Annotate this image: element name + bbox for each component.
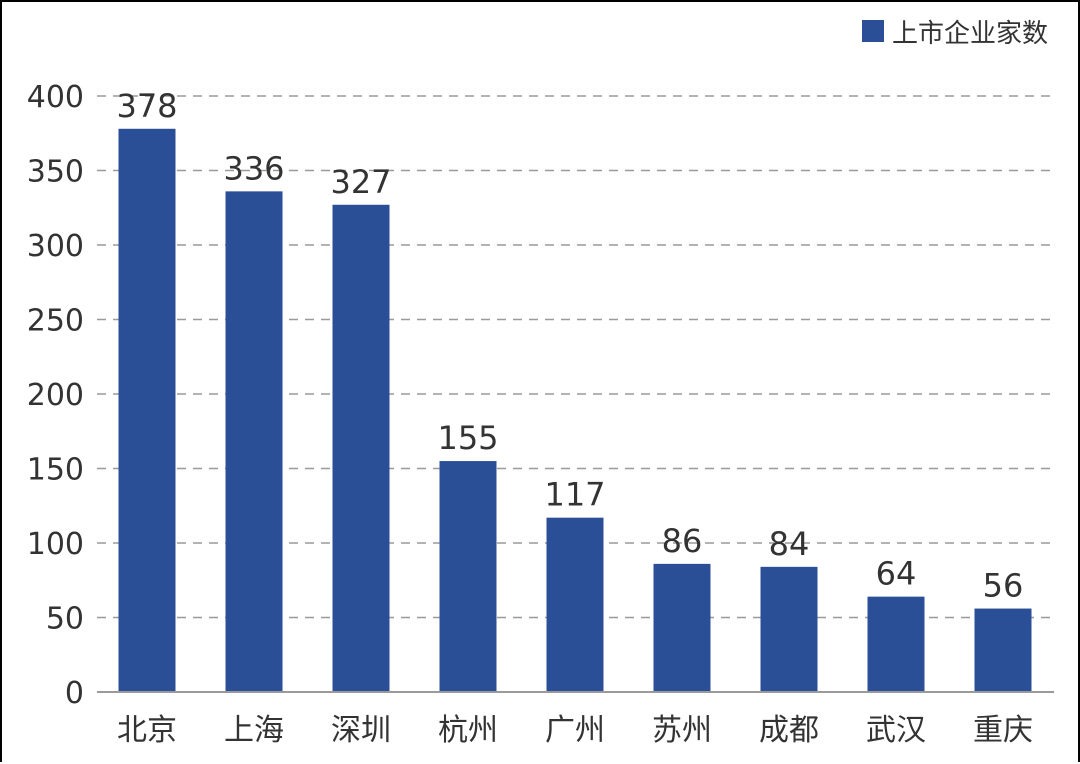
legend: 上市企业家数 xyxy=(862,19,1048,49)
x-category-label: 重庆 xyxy=(973,713,1033,748)
y-tick-label: 100 xyxy=(27,527,84,562)
data-label: 56 xyxy=(983,567,1024,605)
y-tick-label: 50 xyxy=(46,602,84,637)
bar xyxy=(332,204,390,692)
y-tick-label: 250 xyxy=(27,304,84,339)
data-label: 378 xyxy=(116,87,177,125)
data-label: 155 xyxy=(437,419,498,457)
x-category-label: 深圳 xyxy=(331,713,391,748)
data-label: 64 xyxy=(876,555,917,593)
y-tick-label: 400 xyxy=(27,80,84,115)
bar xyxy=(439,461,497,692)
bar xyxy=(118,128,176,692)
x-category-label: 武汉 xyxy=(866,713,926,748)
x-category-label: 杭州 xyxy=(438,713,498,748)
bar xyxy=(225,191,283,693)
x-category-label: 广州 xyxy=(545,713,605,748)
data-labels: 378 336 327 155 117 86 84 64 56 xyxy=(116,87,1023,605)
bar xyxy=(546,517,604,692)
y-tick-label: 350 xyxy=(27,155,84,190)
x-category-label: 成都 xyxy=(759,713,819,748)
y-axis: 0 50 100 150 200 250 300 350 400 xyxy=(27,80,84,711)
bar xyxy=(760,566,818,692)
y-tick-label: 0 xyxy=(65,676,84,711)
y-tick-label: 200 xyxy=(27,378,84,413)
data-label: 84 xyxy=(769,525,810,563)
bar xyxy=(867,596,925,692)
legend-label: 上市企业家数 xyxy=(892,19,1048,49)
bar xyxy=(974,608,1032,692)
legend-swatch xyxy=(862,20,884,42)
bar xyxy=(653,563,711,692)
data-label: 86 xyxy=(662,522,703,560)
data-label: 327 xyxy=(330,163,391,201)
y-tick-label: 150 xyxy=(27,453,84,488)
x-category-label: 苏州 xyxy=(652,713,712,748)
x-category-label: 北京 xyxy=(117,713,177,748)
x-axis: 北京 上海 深圳 杭州 广州 苏州 成都 武汉 重庆 xyxy=(97,691,1054,748)
y-tick-label: 300 xyxy=(27,229,84,264)
data-label: 336 xyxy=(223,149,284,187)
x-category-label: 上海 xyxy=(224,713,284,748)
bars xyxy=(118,128,1032,693)
data-label: 117 xyxy=(544,476,605,514)
